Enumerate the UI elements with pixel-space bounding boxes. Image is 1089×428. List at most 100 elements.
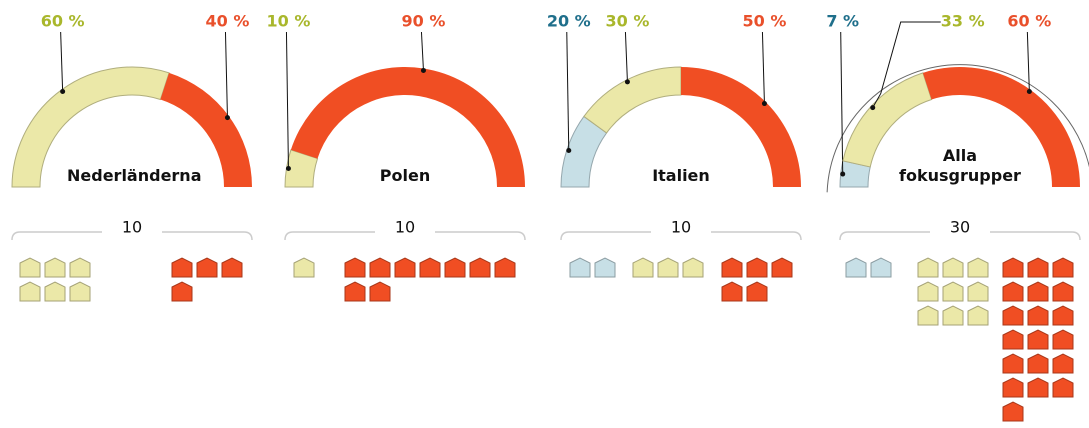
house-icon xyxy=(69,257,91,278)
house-icon xyxy=(657,257,679,278)
house-icon xyxy=(594,257,616,278)
bracket xyxy=(560,231,802,241)
house-icon xyxy=(942,305,964,326)
value-label: 10 % xyxy=(267,12,311,31)
gauge-segment xyxy=(11,66,170,188)
leader-dot xyxy=(224,115,230,121)
house-icon xyxy=(1027,257,1049,278)
value-label: 20 % xyxy=(547,12,591,31)
gauge-title: Alla fokusgrupper xyxy=(899,146,1021,185)
house-icon xyxy=(1052,329,1074,350)
gauge-segment xyxy=(583,66,682,134)
leader-line xyxy=(285,31,289,169)
house-icon xyxy=(917,257,939,278)
house-icon xyxy=(344,281,366,302)
leader-dot xyxy=(624,79,630,85)
gauge-title: Polen xyxy=(379,166,431,185)
house-icon xyxy=(1027,281,1049,302)
outer-ring xyxy=(826,64,1089,193)
bracket xyxy=(839,231,1081,241)
gauge-segment xyxy=(160,72,252,187)
house-icon xyxy=(1052,377,1074,398)
gauge-title: Italien xyxy=(652,166,710,185)
value-label: 40 % xyxy=(206,12,250,31)
leader-dot xyxy=(761,101,767,107)
gauge-segment xyxy=(922,67,1080,187)
house-icon xyxy=(419,257,441,278)
house-icon xyxy=(19,281,41,302)
value-label: 7 % xyxy=(826,12,859,31)
leader-line xyxy=(840,31,844,175)
house-icon xyxy=(344,257,366,278)
house-icon xyxy=(69,281,91,302)
house-icon xyxy=(721,257,743,278)
house-icon xyxy=(1027,329,1049,350)
value-label: 60 % xyxy=(1007,12,1051,31)
house-icon xyxy=(1002,281,1024,302)
house-icon xyxy=(746,281,768,302)
house-icon xyxy=(369,257,391,278)
house-icon xyxy=(967,281,989,302)
leader-dot xyxy=(870,105,876,111)
house-icon xyxy=(569,257,591,278)
house-icon xyxy=(1002,329,1024,350)
house-icon xyxy=(1027,353,1049,374)
house-icon xyxy=(369,281,391,302)
bracket xyxy=(284,231,526,241)
house-icon xyxy=(917,305,939,326)
leader-line xyxy=(224,31,228,118)
house-icon xyxy=(1002,305,1024,326)
leader-dot xyxy=(840,171,846,177)
value-label: 30 % xyxy=(605,12,649,31)
leader-line xyxy=(60,31,64,92)
house-icon xyxy=(171,257,193,278)
house-icon xyxy=(721,281,743,302)
gauge-segment xyxy=(290,67,525,187)
value-label: 60 % xyxy=(41,12,85,31)
gauge-segment xyxy=(681,67,801,187)
house-icon xyxy=(771,257,793,278)
house-icon xyxy=(494,257,516,278)
house-icon xyxy=(682,257,704,278)
house-icon xyxy=(1052,353,1074,374)
house-icon xyxy=(1027,377,1049,398)
house-icon xyxy=(1027,305,1049,326)
total-count: 30 xyxy=(950,218,970,237)
house-icon xyxy=(469,257,491,278)
house-icon xyxy=(942,281,964,302)
house-icon xyxy=(1052,305,1074,326)
house-icon xyxy=(1002,257,1024,278)
house-icon xyxy=(171,281,193,302)
leader-dot xyxy=(285,166,291,172)
house-icon xyxy=(394,257,416,278)
leader-dot xyxy=(566,148,572,154)
value-label: 90 % xyxy=(402,12,446,31)
house-icon xyxy=(444,257,466,278)
leader-line xyxy=(624,31,628,82)
house-icon xyxy=(1002,377,1024,398)
leader-line xyxy=(1026,31,1030,92)
leader-dot xyxy=(1026,89,1032,95)
leader-line xyxy=(761,31,765,104)
house-icon xyxy=(917,281,939,302)
house-icon xyxy=(870,257,892,278)
gauge-title: Nederländerna xyxy=(67,166,202,185)
bracket xyxy=(11,231,253,241)
house-icon xyxy=(221,257,243,278)
house-icon xyxy=(293,257,315,278)
leader-line xyxy=(872,21,941,108)
total-count: 10 xyxy=(122,218,142,237)
total-count: 10 xyxy=(395,218,415,237)
house-icon xyxy=(1052,257,1074,278)
house-icon xyxy=(44,257,66,278)
value-label: 33 % xyxy=(941,12,985,31)
house-icon xyxy=(967,257,989,278)
house-icon xyxy=(845,257,867,278)
house-icon xyxy=(967,305,989,326)
house-icon xyxy=(746,257,768,278)
house-icon xyxy=(1052,281,1074,302)
house-icon xyxy=(1002,401,1024,422)
total-count: 10 xyxy=(671,218,691,237)
